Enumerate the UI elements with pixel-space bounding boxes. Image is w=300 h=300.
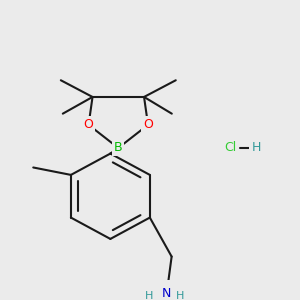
Text: O: O — [143, 118, 153, 131]
Text: B: B — [114, 142, 123, 154]
Text: O: O — [84, 118, 94, 131]
Text: H: H — [251, 142, 261, 154]
Text: H: H — [145, 292, 153, 300]
Text: N: N — [162, 287, 171, 300]
Text: H: H — [176, 292, 185, 300]
Text: Cl: Cl — [224, 142, 237, 154]
